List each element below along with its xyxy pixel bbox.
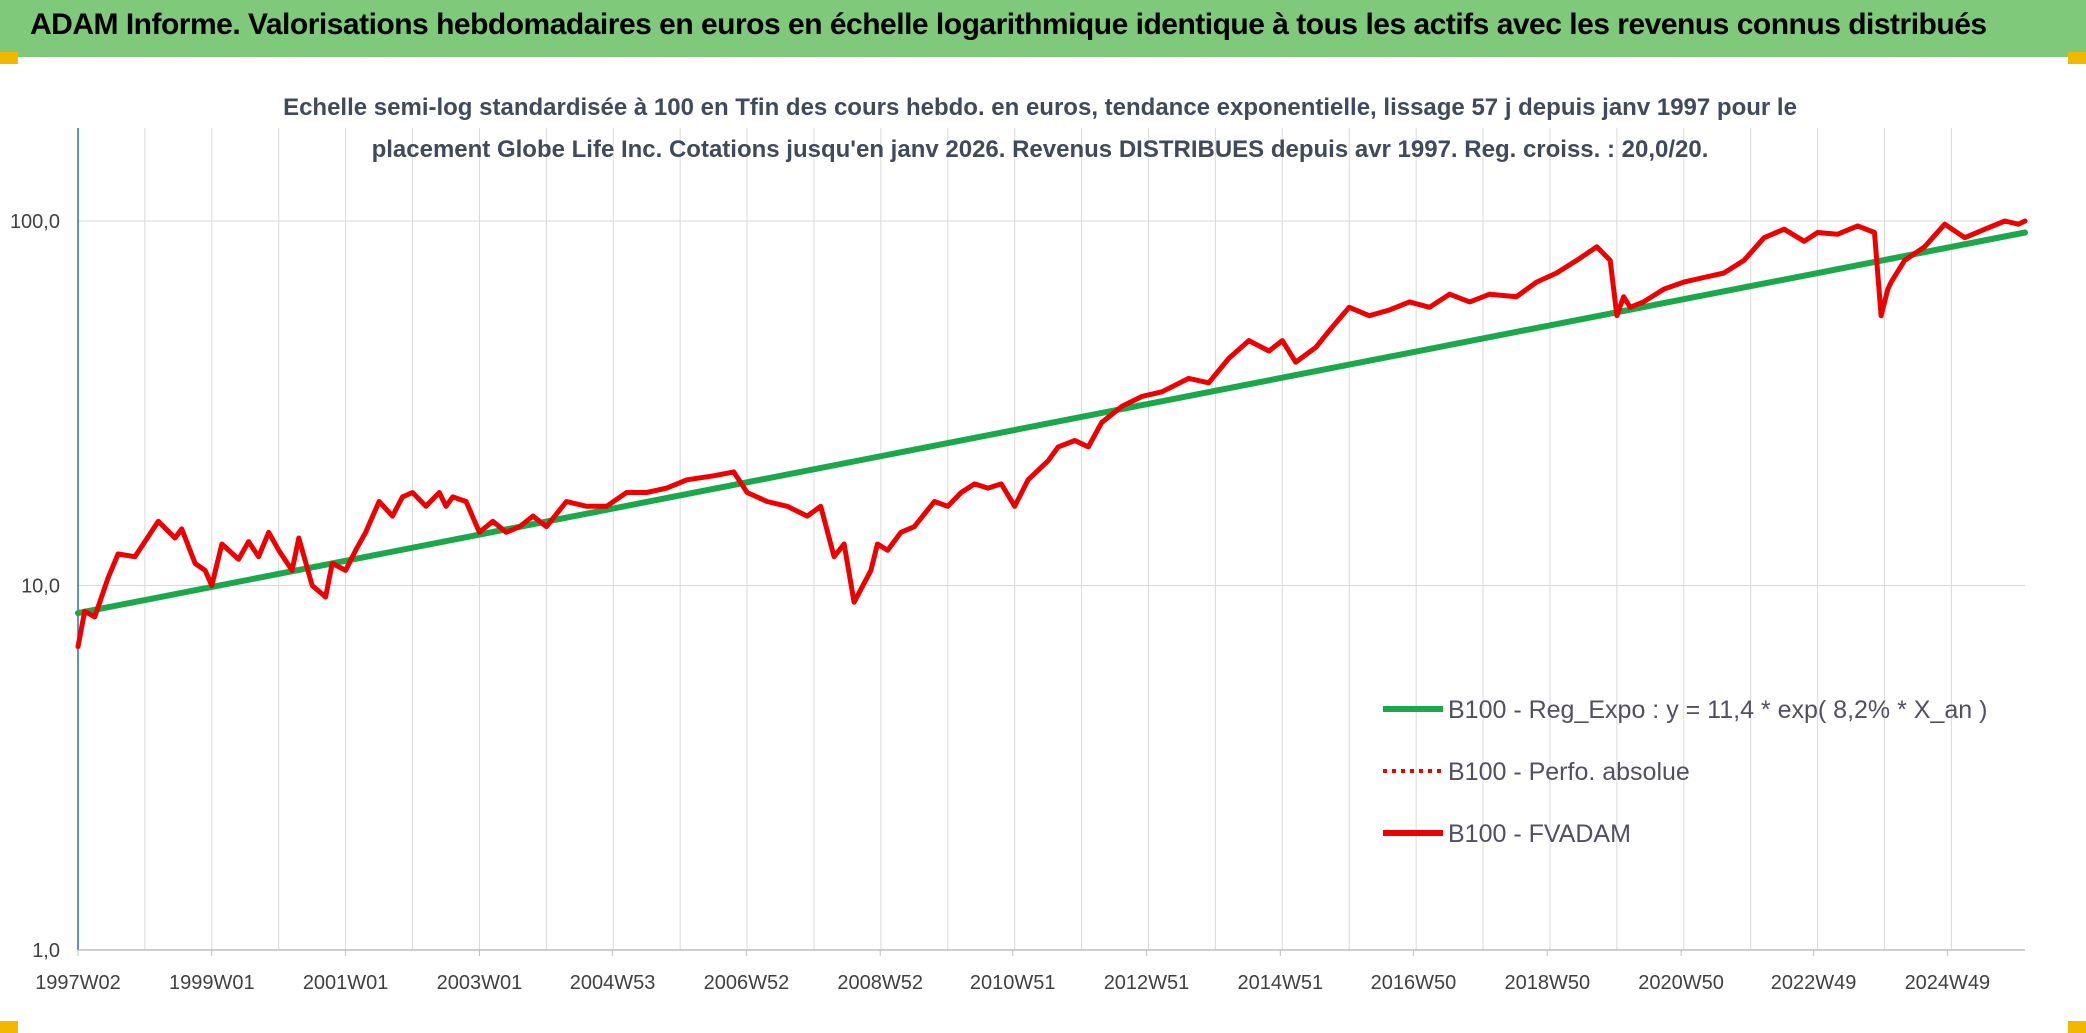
y-tick-label: 10,0 [21, 576, 60, 598]
x-tick-label: 2014W51 [1238, 972, 1324, 994]
regression-line [75, 229, 2028, 617]
x-tick-label: 2022W49 [1771, 972, 1857, 994]
series-layer [75, 218, 2028, 650]
axis-layer: 1,0 10,0 100,0 1997W02 1999W01 2001W01 2003W01… [10, 128, 2025, 994]
grid-layer [78, 128, 2025, 951]
x-tick-label: 2016W50 [1371, 972, 1457, 994]
x-tick-label: 1997W02 [35, 972, 121, 994]
corner-marker-bottom-left [0, 1021, 18, 1033]
y-tick-label: 1,0 [32, 940, 60, 962]
x-tick-label: 2020W50 [1638, 972, 1724, 994]
legend: B100 - Reg_Expo : y = 11,4 * exp( 8,2% *… [1383, 696, 1987, 848]
x-tick-label: 2018W50 [1504, 972, 1590, 994]
x-tick-label: 2004W53 [570, 972, 656, 994]
legend-label-fvadam: B100 - FVADAM [1448, 820, 1631, 848]
corner-marker-top-right [2068, 52, 2086, 64]
fvadam-line [75, 218, 2028, 650]
legend-label-perf: B100 - Perfo. absolue [1448, 758, 1690, 786]
x-tick-label: 2008W52 [837, 972, 923, 994]
corner-marker-top-left [0, 52, 18, 64]
header-bar: ADAM Informe. Valorisations hebdomadaire… [0, 0, 2086, 57]
x-tick-label: 2024W49 [1905, 972, 1991, 994]
y-tick-label: 100,0 [10, 211, 60, 233]
chart-title-line-2: placement Globe Life Inc. Cotations jusq… [372, 136, 1709, 163]
x-tick-label: 2010W51 [970, 972, 1056, 994]
x-tick-label: 2006W52 [704, 972, 790, 994]
x-tick-label: 2003W01 [437, 972, 523, 994]
legend-label-regression: B100 - Reg_Expo : y = 11,4 * exp( 8,2% *… [1448, 696, 1987, 724]
chart-title-line-1: Echelle semi-log standardisée à 100 en T… [283, 94, 1797, 121]
corner-marker-bottom-right [2068, 1021, 2086, 1033]
x-tick-label: 1999W01 [169, 972, 255, 994]
x-tick-label: 2012W51 [1104, 972, 1190, 994]
page-title: ADAM Informe. Valorisations hebdomadaire… [30, 8, 1987, 41]
x-tick-label: 2001W01 [303, 972, 389, 994]
